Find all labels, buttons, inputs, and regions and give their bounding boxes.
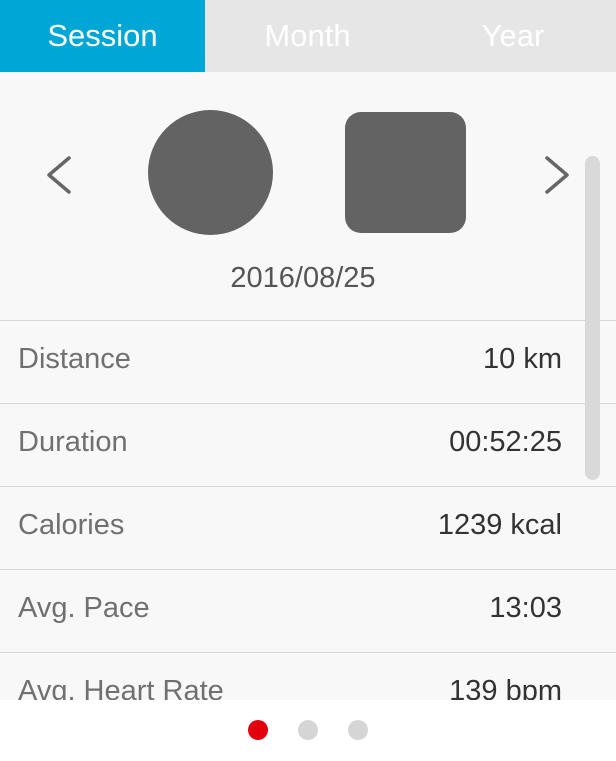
tab-year[interactable]: Year [481,18,545,53]
chevron-left-icon [47,156,71,194]
stat-row-avg-heart-rate: Avg. Heart Rate 139 bpm [0,652,616,700]
page-indicator [0,700,616,761]
square-shape-icon [345,112,466,233]
stat-row-calories: Calories 1239 kcal [0,486,616,569]
stat-value: 1239 kcal [437,509,562,541]
stat-value: 00:52:25 [449,426,562,458]
period-tabs: Session Month Year [0,0,616,72]
stat-value: 10 km [483,343,562,375]
stat-value: 139 bpm [449,675,562,700]
previous-session-button[interactable] [40,155,80,195]
scrollbar[interactable] [585,156,600,480]
tab-month[interactable]: Month [264,18,351,53]
stat-label: Avg. Pace [18,592,150,624]
tab-session[interactable]: Session [0,0,205,72]
chevron-right-icon [545,156,569,194]
stats-list: Distance 10 km Duration 00:52:25 Calorie… [0,320,616,700]
stat-label: Distance [18,343,131,375]
stat-value: 13:03 [489,592,562,624]
page-dot-1[interactable] [248,720,268,740]
circle-shape-icon [148,110,273,235]
page-dot-3[interactable] [348,720,368,740]
stat-row-avg-pace: Avg. Pace 13:03 [0,569,616,652]
stat-label: Duration [18,426,128,458]
stat-label: Calories [18,509,125,541]
session-content[interactable]: 2016/08/25 Distance 10 km Duration 00:52… [0,72,616,700]
page-dot-2[interactable] [298,720,318,740]
next-session-button[interactable] [536,155,576,195]
stat-row-distance: Distance 10 km [0,320,616,403]
stat-row-duration: Duration 00:52:25 [0,403,616,486]
stat-label: Avg. Heart Rate [18,675,224,700]
session-date: 2016/08/25 [230,262,376,294]
